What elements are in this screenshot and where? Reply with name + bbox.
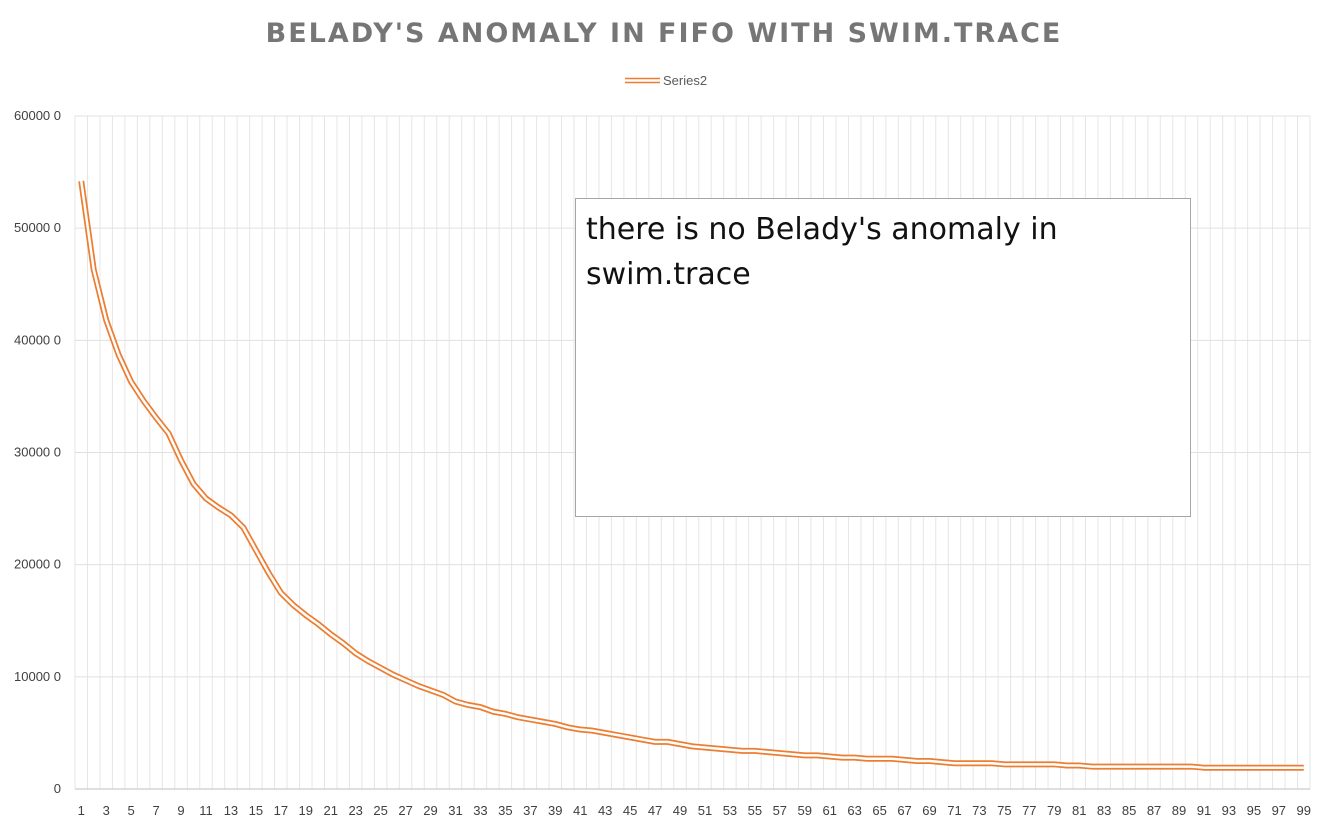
x-tick-label: 85 xyxy=(1122,803,1136,818)
annotation-text: there is no Belady's anomaly in swim.tra… xyxy=(586,212,1058,292)
x-tick-label: 13 xyxy=(224,803,238,818)
x-tick-label: 31 xyxy=(448,803,462,818)
x-tick-label: 57 xyxy=(773,803,787,818)
x-tick-label: 81 xyxy=(1072,803,1086,818)
series-layer xyxy=(78,180,1304,771)
x-tick-label: 7 xyxy=(152,803,159,818)
x-tick-label: 69 xyxy=(922,803,936,818)
x-tick-label: 65 xyxy=(872,803,886,818)
x-tick-label: 55 xyxy=(748,803,762,818)
chart-title: BELADY'S ANOMALY IN FIFO WITH SWIM.TRACE xyxy=(266,18,1063,49)
x-tick-label: 53 xyxy=(723,803,737,818)
x-tick-label: 77 xyxy=(1022,803,1036,818)
legend-label: Series2 xyxy=(663,73,707,88)
y-tick-label: 40000 0 xyxy=(14,332,61,347)
x-tick-label: 71 xyxy=(947,803,961,818)
x-tick-label: 19 xyxy=(299,803,313,818)
x-tick-label: 87 xyxy=(1147,803,1161,818)
x-tick-label: 61 xyxy=(822,803,836,818)
x-tick-label: 45 xyxy=(623,803,637,818)
x-tick-label: 35 xyxy=(498,803,512,818)
x-tick-label: 9 xyxy=(177,803,184,818)
x-tick-label: 21 xyxy=(323,803,337,818)
x-tick-label: 3 xyxy=(103,803,110,818)
y-tick-label: 10000 0 xyxy=(14,669,61,684)
x-tick-label: 5 xyxy=(128,803,135,818)
x-tick-label: 25 xyxy=(373,803,387,818)
y-tick-label: 60000 0 xyxy=(14,108,61,123)
x-tick-label: 63 xyxy=(847,803,861,818)
x-tick-label: 17 xyxy=(274,803,288,818)
x-tick-label: 51 xyxy=(698,803,712,818)
y-tick-label: 30000 0 xyxy=(14,445,61,460)
x-tick-label: 75 xyxy=(997,803,1011,818)
x-tick-label: 97 xyxy=(1272,803,1286,818)
annotation-box: there is no Belady's anomaly in swim.tra… xyxy=(575,198,1191,517)
x-tick-label: 27 xyxy=(398,803,412,818)
x-tick-label: 23 xyxy=(348,803,362,818)
x-tick-label: 59 xyxy=(798,803,812,818)
x-tick-label: 37 xyxy=(523,803,537,818)
x-tick-label: 1 xyxy=(78,803,85,818)
x-tick-label: 33 xyxy=(473,803,487,818)
x-tick-label: 29 xyxy=(423,803,437,818)
x-axis-tick-labels: 1 3 5 7 9 11 13 15 17 19 21 23 25 27 29 31 33 35 37 39 41 43 4… xyxy=(78,803,1311,818)
x-tick-label: 15 xyxy=(249,803,263,818)
x-tick-label: 49 xyxy=(673,803,687,818)
x-tick-label: 83 xyxy=(1097,803,1111,818)
x-tick-label: 91 xyxy=(1197,803,1211,818)
x-tick-label: 11 xyxy=(199,803,213,818)
x-tick-label: 93 xyxy=(1222,803,1236,818)
x-tick-label: 99 xyxy=(1297,803,1311,818)
x-tick-label: 95 xyxy=(1247,803,1261,818)
x-tick-label: 43 xyxy=(598,803,612,818)
y-tick-label: 0 xyxy=(54,781,61,796)
x-tick-label: 73 xyxy=(972,803,986,818)
x-tick-label: 89 xyxy=(1172,803,1186,818)
x-tick-label: 39 xyxy=(548,803,562,818)
x-tick-label: 67 xyxy=(897,803,911,818)
series-line-inner xyxy=(80,180,1304,769)
y-axis-tick-labels: 0 10000 0 20000 0 30000 0 40000 0 50000 0 6000… xyxy=(14,108,61,796)
x-tick-label: 47 xyxy=(648,803,662,818)
legend: Series2 xyxy=(625,73,707,88)
x-tick-label: 79 xyxy=(1047,803,1061,818)
y-tick-label: 50000 0 xyxy=(14,220,61,235)
x-tick-label: 41 xyxy=(573,803,587,818)
y-tick-label: 20000 0 xyxy=(14,557,61,572)
